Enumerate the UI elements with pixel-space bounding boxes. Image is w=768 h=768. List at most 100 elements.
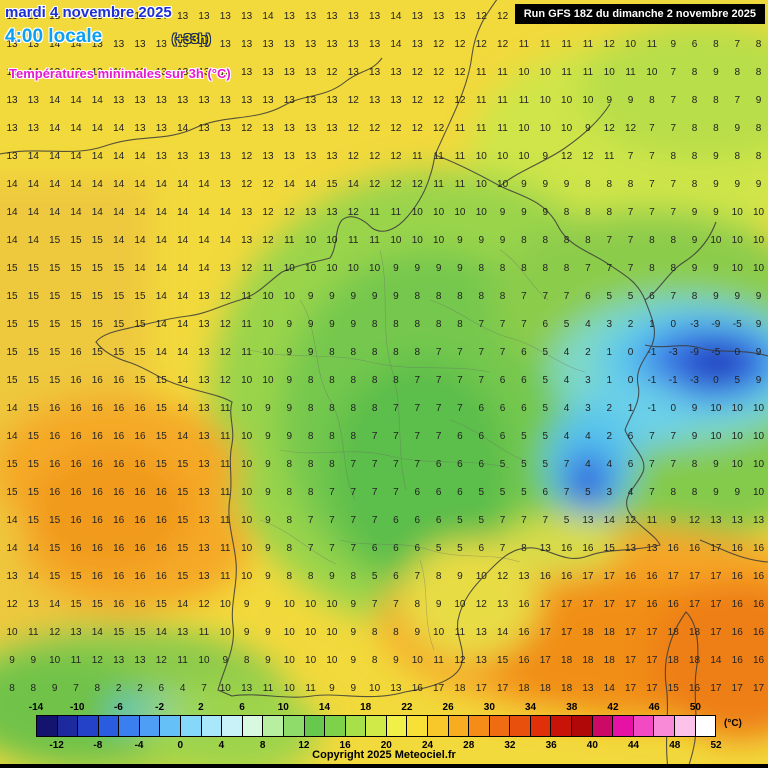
temp-value: 12 — [283, 207, 295, 218]
temp-value: 10 — [219, 627, 231, 638]
temp-value: 8 — [350, 431, 357, 442]
temp-value: 13 — [27, 39, 39, 50]
temp-value: 16 — [70, 347, 82, 358]
temp-value: 17 — [475, 683, 487, 694]
temp-value: 11 — [518, 39, 530, 50]
temp-value: 13 — [369, 95, 381, 106]
temp-value: 10 — [710, 431, 722, 442]
temp-value: 18 — [518, 683, 530, 694]
temp-value: 8 — [499, 263, 506, 274]
temp-value: 14 — [177, 403, 189, 414]
temp-value: 13 — [70, 627, 82, 638]
temp-value: 14 — [177, 431, 189, 442]
temp-value: 11 — [369, 235, 380, 246]
temp-value: 8 — [414, 291, 421, 302]
temp-value: 8 — [542, 235, 549, 246]
temp-value: 17 — [539, 599, 551, 610]
temp-value: 16 — [134, 515, 146, 526]
temp-value: 10 — [283, 655, 295, 666]
temp-value: 16 — [155, 515, 167, 526]
temp-value: 13 — [305, 11, 317, 22]
temp-value: 15 — [113, 627, 125, 638]
temp-value: 11 — [241, 319, 252, 330]
temp-value: 18 — [561, 683, 573, 694]
temp-value: 16 — [70, 543, 82, 554]
temp-value: 12 — [411, 123, 423, 134]
temp-value: 10 — [731, 263, 743, 274]
temp-value: 9 — [691, 263, 698, 274]
temp-value: 14 — [113, 123, 125, 134]
temp-value: 17 — [582, 599, 594, 610]
temp-value: 9 — [521, 179, 527, 190]
temp-value: 15 — [177, 487, 189, 498]
temp-value: 7 — [670, 95, 676, 106]
temp-value: 13 — [241, 207, 253, 218]
temp-value: 14 — [6, 431, 18, 442]
temp-value: 16 — [625, 571, 637, 582]
temp-value: 8 — [371, 627, 378, 638]
temp-value: 10 — [326, 655, 338, 666]
temp-value: 14 — [155, 319, 167, 330]
scale-color-cell — [98, 716, 120, 736]
temp-value: 15 — [91, 599, 103, 610]
temp-value: 16 — [731, 655, 743, 666]
temp-value: 13 — [219, 179, 231, 190]
temp-value: 10 — [198, 655, 210, 666]
temp-value: 16 — [752, 599, 765, 610]
scale-tick-label: 26 — [442, 702, 454, 713]
temp-value: 9 — [243, 627, 250, 638]
temp-value: 2 — [137, 683, 143, 694]
temp-value: 10 — [752, 431, 765, 442]
scale-color-cell — [160, 716, 182, 736]
temp-value: 6 — [371, 543, 378, 554]
temp-value: 3 — [585, 375, 591, 386]
temp-value: 13 — [369, 67, 381, 78]
temp-value: 16 — [91, 431, 103, 442]
temp-value: 16 — [70, 487, 82, 498]
temp-value: 16 — [70, 431, 82, 442]
temp-value: 7 — [627, 207, 634, 218]
temp-value: 12 — [241, 151, 253, 162]
temp-value: 6 — [457, 487, 463, 498]
corsica-outline — [664, 611, 699, 764]
temp-value: 10 — [561, 95, 573, 106]
temp-value: 16 — [113, 487, 125, 498]
temp-value: 14 — [113, 235, 125, 246]
temp-value: 9 — [350, 627, 357, 638]
temp-value: 13 — [305, 151, 317, 162]
scale-tick-label: 44 — [628, 740, 640, 751]
temp-value: 14 — [177, 291, 189, 302]
temp-value: 12 — [433, 95, 445, 106]
temp-value: 10 — [731, 207, 743, 218]
temp-value: 10 — [731, 459, 743, 470]
scale-tick-label: 30 — [483, 702, 495, 713]
temp-value: 8 — [755, 67, 762, 78]
temp-value: 4 — [585, 319, 591, 330]
temp-value: 4 — [606, 459, 613, 470]
temp-value: 15 — [177, 459, 189, 470]
temp-value: 16 — [91, 487, 103, 498]
temp-value: 8 — [670, 151, 676, 162]
temp-value: 13 — [241, 95, 253, 106]
temp-value: 18 — [582, 627, 594, 638]
temp-value: 13 — [177, 151, 189, 162]
temp-value: 10 — [475, 207, 487, 218]
temp-value: 8 — [734, 67, 740, 78]
temp-value: -1 — [647, 347, 657, 358]
temp-value: 14 — [6, 403, 18, 414]
temp-value: 16 — [731, 543, 743, 554]
temp-value: 4 — [563, 431, 570, 442]
temp-value: 13 — [198, 347, 210, 358]
temp-value: 11 — [390, 207, 402, 218]
temp-value: 11 — [454, 627, 466, 638]
temp-value: 13 — [710, 515, 722, 526]
temp-value: 15 — [6, 291, 18, 302]
temp-value: 14 — [177, 599, 189, 610]
temp-value: 9 — [713, 459, 719, 470]
temp-value: 16 — [731, 627, 743, 638]
temp-value: 11 — [561, 39, 572, 50]
temp-value: 13 — [347, 11, 359, 22]
temp-value: 6 — [478, 543, 485, 554]
temp-value: 13 — [198, 95, 210, 106]
temp-value: 7 — [734, 95, 740, 106]
